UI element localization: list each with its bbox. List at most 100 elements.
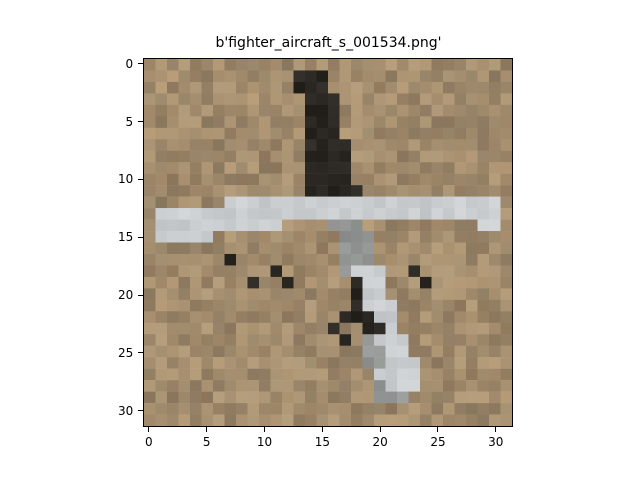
image-pixel bbox=[477, 334, 490, 346]
image-pixel bbox=[408, 162, 421, 174]
image-pixel bbox=[213, 219, 225, 232]
image-pixel bbox=[293, 70, 306, 83]
x-tick-mark bbox=[495, 427, 497, 432]
image-pixel bbox=[466, 139, 478, 151]
image-pixel bbox=[305, 391, 317, 404]
image-pixel bbox=[190, 116, 202, 129]
image-pixel bbox=[443, 414, 455, 426]
image-pixel bbox=[385, 299, 398, 312]
image-pixel bbox=[454, 93, 467, 106]
image-pixel bbox=[213, 59, 225, 71]
image-pixel bbox=[213, 127, 225, 140]
image-pixel bbox=[443, 265, 455, 278]
image-pixel bbox=[155, 311, 168, 324]
image-pixel bbox=[305, 208, 317, 220]
image-pixel bbox=[144, 208, 156, 220]
image-pixel bbox=[374, 414, 386, 426]
image-pixel bbox=[167, 162, 179, 174]
image-pixel bbox=[477, 403, 490, 415]
image-pixel bbox=[270, 265, 283, 278]
image-pixel bbox=[385, 162, 398, 174]
image-pixel bbox=[362, 334, 375, 346]
image-pixel bbox=[259, 59, 271, 71]
image-pixel bbox=[293, 380, 306, 392]
image-pixel bbox=[339, 276, 352, 289]
image-pixel bbox=[328, 414, 340, 426]
image-pixel bbox=[190, 288, 202, 301]
image-pixel bbox=[224, 414, 237, 426]
image-pixel bbox=[167, 116, 179, 129]
image-pixel bbox=[259, 391, 271, 404]
image-pixel bbox=[362, 116, 375, 129]
image-pixel bbox=[466, 253, 478, 266]
image-pixel bbox=[144, 334, 156, 346]
image-pixel bbox=[454, 311, 467, 324]
image-pixel bbox=[351, 288, 363, 301]
image-pixel bbox=[374, 208, 386, 220]
image-pixel bbox=[236, 391, 248, 404]
image-pixel bbox=[420, 219, 432, 232]
image-pixel bbox=[305, 104, 317, 117]
image-pixel bbox=[167, 59, 179, 71]
image-pixel bbox=[316, 391, 329, 404]
x-tick-mark bbox=[263, 427, 265, 432]
image-pixel bbox=[190, 150, 202, 163]
image-pixel bbox=[247, 391, 260, 404]
image-pixel bbox=[339, 185, 352, 197]
image-pixel bbox=[362, 276, 375, 289]
image-pixel bbox=[328, 219, 340, 232]
image-pixel bbox=[259, 334, 271, 346]
image-pixel bbox=[431, 150, 444, 163]
image-pixel bbox=[385, 368, 398, 381]
image-pixel bbox=[408, 208, 421, 220]
image-pixel bbox=[201, 288, 214, 301]
image-pixel bbox=[293, 414, 306, 426]
image-pixel bbox=[351, 139, 363, 151]
image-pixel bbox=[247, 368, 260, 381]
image-pixel bbox=[155, 208, 168, 220]
image-pixel bbox=[236, 253, 248, 266]
image-pixel bbox=[190, 196, 202, 209]
image-pixel bbox=[282, 311, 294, 324]
image-pixel bbox=[270, 162, 283, 174]
image-pixel bbox=[190, 368, 202, 381]
image-pixel bbox=[213, 380, 225, 392]
image-pixel bbox=[201, 380, 214, 392]
image-pixel bbox=[213, 231, 225, 243]
image-pixel bbox=[167, 288, 179, 301]
image-pixel bbox=[190, 93, 202, 106]
image-pixel bbox=[477, 173, 490, 186]
image-pixel bbox=[247, 414, 260, 426]
image-pixel bbox=[224, 70, 237, 83]
image-pixel bbox=[190, 59, 202, 71]
image-pixel bbox=[316, 162, 329, 174]
image-pixel bbox=[213, 311, 225, 324]
image-pixel bbox=[259, 70, 271, 83]
y-tick-mark bbox=[138, 410, 143, 412]
image-pixel bbox=[408, 139, 421, 151]
image-pixel bbox=[247, 208, 260, 220]
image-pixel bbox=[466, 59, 478, 71]
image-pixel bbox=[397, 173, 409, 186]
image-pixel bbox=[420, 334, 432, 346]
image-pixel bbox=[224, 253, 237, 266]
image-pixel bbox=[420, 288, 432, 301]
image-pixel bbox=[339, 196, 352, 209]
image-pixel bbox=[500, 311, 512, 324]
image-pixel bbox=[155, 150, 168, 163]
image-pixel bbox=[477, 299, 490, 312]
image-pixel bbox=[385, 196, 398, 209]
image-pixel bbox=[213, 93, 225, 106]
image-pixel bbox=[190, 231, 202, 243]
image-pixel bbox=[270, 299, 283, 312]
image-pixel bbox=[270, 242, 283, 255]
image-pixel bbox=[224, 127, 237, 140]
image-pixel bbox=[454, 334, 467, 346]
image-pixel bbox=[178, 334, 191, 346]
image-pixel bbox=[224, 368, 237, 381]
image-pixel bbox=[178, 219, 191, 232]
image-pixel bbox=[466, 104, 478, 117]
image-pixel bbox=[328, 81, 340, 94]
image-pixel bbox=[397, 242, 409, 255]
image-pixel bbox=[489, 93, 501, 106]
